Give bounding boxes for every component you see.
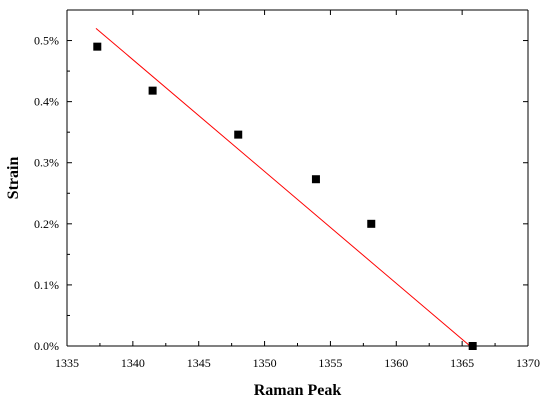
x-tick-label: 1370 [516,356,540,370]
y-axis-title: Strain [5,157,22,200]
plot-area [66,9,529,347]
data-point [148,86,157,95]
data-point [367,219,376,228]
data-point [93,42,102,51]
data-point [468,342,477,350]
y-tick-label: 0.2% [34,217,59,231]
x-tick-label: 1360 [384,356,408,370]
fit-line [95,27,471,347]
x-tick-label: 1350 [253,356,277,370]
x-tick-label: 1365 [450,356,474,370]
x-axis-title: Raman Peak [254,382,342,399]
x-tick-label: 1335 [55,356,79,370]
data-point [234,130,243,139]
x-ticks: 1335 1340 1345 1350 1355 1360 1365 1370 [55,10,540,370]
y-tick-label: 0.1% [34,278,59,292]
fit-line-layer [95,27,471,347]
x-tick-label: 1355 [318,356,342,370]
y-tick-label: 0.3% [34,156,59,170]
y-tick-label: 0.0% [34,339,59,353]
y-tick-label: 0.5% [34,34,59,48]
data-point [311,175,320,184]
x-tick-label: 1340 [121,356,145,370]
data-points-layer [93,42,477,350]
y-ticks: 0.0% 0.1% 0.2% 0.3% 0.4% 0.5% [34,9,528,353]
x-tick-label: 1345 [187,356,211,370]
y-tick-label: 0.4% [34,95,59,109]
